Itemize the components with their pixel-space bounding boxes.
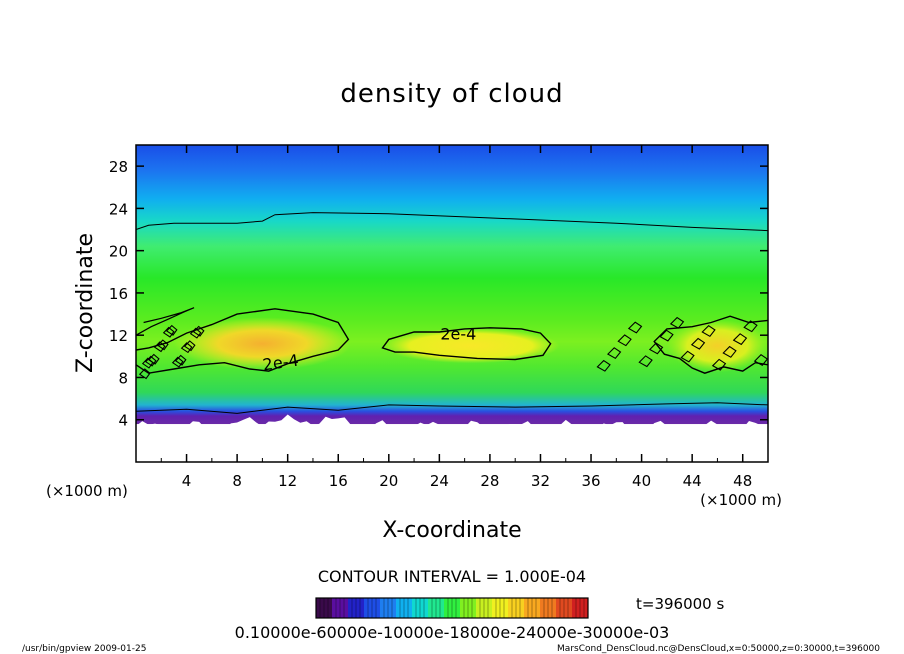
contour-noise-left [180, 342, 193, 354]
contour-middle [381, 327, 552, 361]
contour-noise-right [680, 350, 695, 363]
contour-noise-left [171, 356, 184, 368]
contour-noise-left [165, 324, 178, 336]
y-tick-label: 28 [109, 158, 128, 176]
colorbar-tick-labels: 0.10000e-60000e-10000e-18000e-24000e-300… [235, 623, 670, 642]
contour-noise-right [627, 321, 643, 334]
contour-right [653, 315, 768, 374]
time-label: t=396000 s [636, 595, 724, 613]
contour-noise-left [141, 357, 154, 369]
contour-noise-right [596, 359, 611, 372]
x-tick-label: 36 [581, 472, 600, 490]
contour-noise-right [669, 316, 685, 329]
density-field [136, 145, 768, 462]
contour-noise-left [183, 340, 196, 352]
contour-noise-right [606, 347, 622, 360]
footer-right: MarsCond_DensCloud.nc@DensCloud,x=0:5000… [557, 644, 880, 654]
contour-noise-right [617, 334, 632, 347]
y-tick-label: 24 [109, 200, 128, 218]
y-tick-label: 4 [118, 412, 128, 430]
y-unit-label: (×1000 m) [46, 482, 128, 500]
contour-upper [136, 212, 768, 232]
cloud-base-edge [136, 414, 768, 462]
contour-noise-right [638, 355, 653, 368]
contour-lower [136, 402, 768, 414]
warm-region-right [666, 319, 768, 373]
x-tick-label: 4 [182, 472, 192, 490]
contour-noise-right [648, 342, 664, 355]
warm-region-left [173, 317, 351, 371]
x-tick-label: 44 [683, 472, 702, 490]
x-tick-label: 40 [632, 472, 651, 490]
colorbar [315, 597, 589, 619]
x-tick-label: 20 [379, 472, 398, 490]
colorbar-frame [315, 597, 589, 619]
contour-noise-right [722, 345, 737, 358]
contour-noise-right [659, 329, 674, 342]
contour-noise-left [189, 327, 202, 339]
x-tick-label: 28 [480, 472, 499, 490]
x-unit-label: (×1000 m) [700, 491, 782, 509]
contour-noise-left [192, 325, 205, 337]
x-tick-label: 48 [733, 472, 752, 490]
contour-noise-left [162, 326, 175, 338]
field-background [136, 145, 768, 462]
chart-title: density of cloud [340, 79, 563, 109]
y-tick-label: 16 [109, 285, 128, 303]
warm-region-middle [382, 328, 560, 364]
contour-lines: 2e-4 2e-4 [136, 212, 768, 414]
contour-noise-left [174, 354, 187, 366]
x-tick-label: 24 [430, 472, 449, 490]
contour-label-middle: 2e-4 [440, 324, 476, 343]
contour-noise-right [732, 333, 748, 346]
contour-noise-left [153, 341, 166, 353]
y-tick-label: 20 [109, 243, 128, 261]
contour-left-tongue [136, 307, 195, 336]
plot-frame [135, 144, 769, 463]
x-tick-label: 12 [278, 472, 297, 490]
y-axis-label: Z-coordinate [73, 233, 98, 373]
contour-noise-left [156, 339, 169, 351]
contour-noise-left [144, 355, 157, 367]
footer-left: /usr/bin/gpview 2009-01-25 [22, 644, 146, 654]
y-tick-label: 12 [109, 327, 128, 345]
contour-left [136, 308, 350, 374]
x-tick-label: 32 [531, 472, 550, 490]
contour-label-left: 2e-4 [261, 351, 299, 375]
x-tick-label: 8 [232, 472, 242, 490]
x-axis-label: X-coordinate [382, 518, 521, 543]
contour-noise-right [701, 324, 716, 338]
contour-noise-right [711, 358, 727, 371]
x-tick-label: 16 [329, 472, 348, 490]
contour-interval-text: CONTOUR INTERVAL = 1.000E-04 [318, 567, 586, 586]
y-tick-label: 8 [118, 369, 128, 387]
contour-noise-right [743, 320, 758, 333]
contour-noise-right [690, 337, 706, 350]
